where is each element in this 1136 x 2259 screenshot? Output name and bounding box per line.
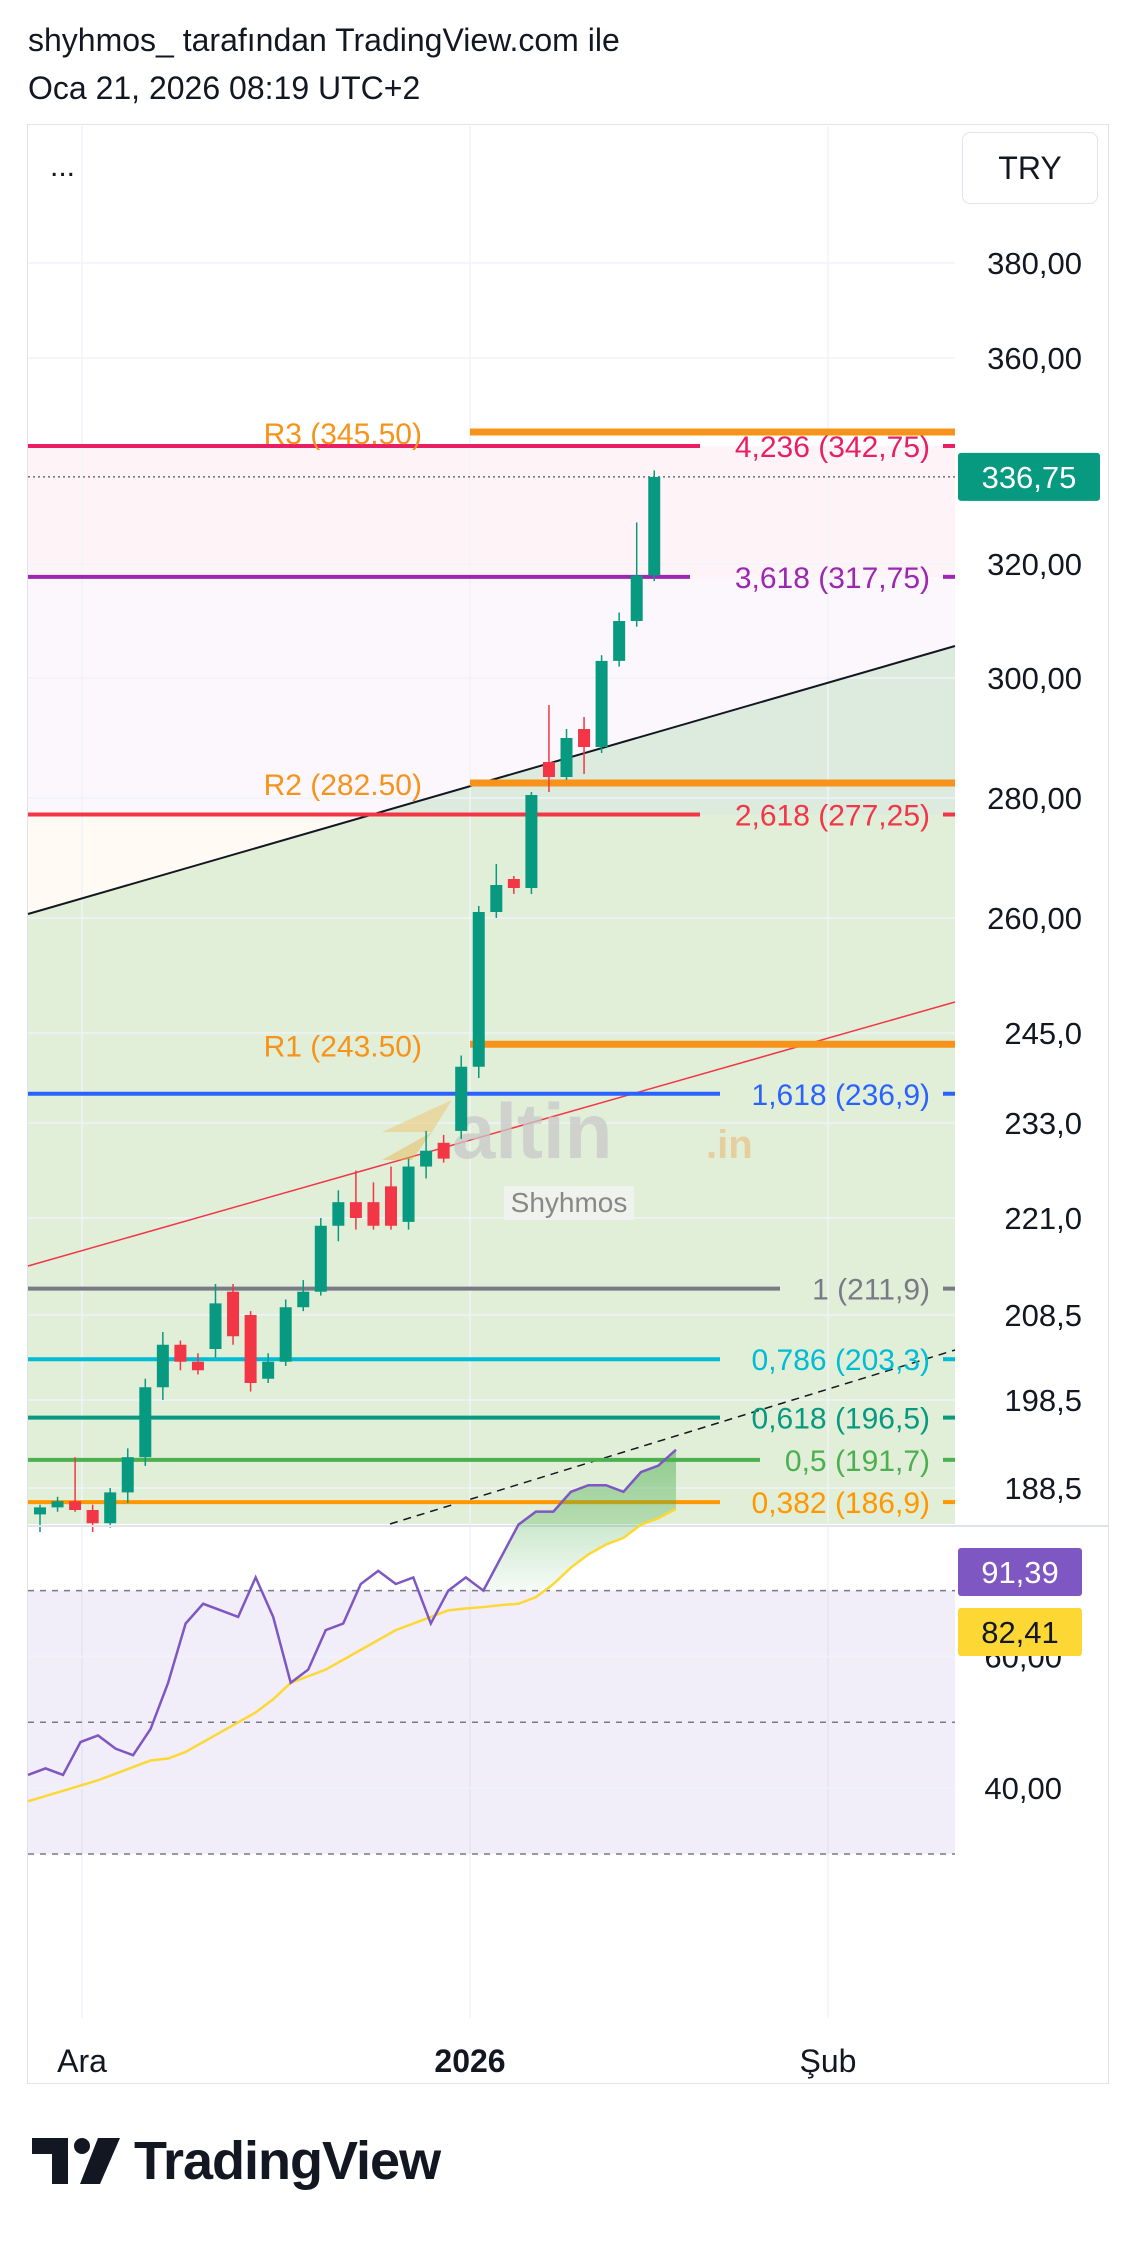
watermark-logo-icon: [382, 1100, 452, 1160]
rsi-value-label: 91,39: [981, 1555, 1059, 1590]
price-axis-label: 380,00: [987, 246, 1082, 281]
candle-body: [86, 1510, 99, 1524]
dashed-trendline: [389, 1349, 956, 1525]
price-axis-label: 300,00: [987, 661, 1082, 696]
candle-body: [332, 1202, 345, 1226]
candle-body: [578, 729, 591, 747]
price-axis-label: 188,5: [1004, 1471, 1082, 1506]
pivot-level-label: R2 (282.50): [264, 769, 422, 802]
last-price-label: 336,75: [982, 460, 1077, 495]
fib-level-label: 0,618 (196,5): [752, 1403, 930, 1436]
watermark-author: Shyhmos: [511, 1187, 628, 1218]
candle-body: [490, 885, 503, 912]
candle-body: [297, 1291, 310, 1308]
fib-level-label: 0,786 (203,3): [752, 1344, 930, 1377]
price-axis-label: 320,00: [987, 547, 1082, 582]
candle-body: [314, 1225, 327, 1292]
time-axis-label: 2026: [434, 2043, 505, 2079]
candle-body: [542, 762, 555, 777]
rsi-value-label: 82,41: [981, 1615, 1059, 1650]
candle-body: [121, 1457, 134, 1493]
price-axis-label: 208,5: [1004, 1298, 1082, 1333]
rsi-ma-line: [27, 1507, 677, 1803]
watermark-brand-suffix: .in: [706, 1123, 753, 1167]
pivot-level-label: R1 (243.50): [264, 1030, 422, 1063]
tradingview-logo-text: TradingView: [134, 2131, 441, 2191]
fib-level-label: 3,618 (317,75): [735, 562, 930, 595]
candle-body: [630, 575, 643, 621]
candle-body: [104, 1492, 117, 1524]
candle-body: [227, 1291, 240, 1337]
time-axis-label: Şub: [800, 2043, 857, 2079]
watermark-author-bg: [504, 1186, 634, 1220]
candle-body: [385, 1186, 397, 1226]
chart-container[interactable]: [27, 124, 1109, 2084]
rsi-line: [27, 1448, 677, 1777]
fib-level-label: 0,382 (186,9): [752, 1487, 930, 1520]
last-price-badge: [958, 452, 1100, 501]
candle-body: [262, 1361, 275, 1379]
candle-body: [279, 1307, 292, 1362]
candle-body: [402, 1166, 415, 1222]
candle-body: [367, 1202, 380, 1226]
time-axis-label: Ara: [57, 2043, 107, 2079]
candle-body: [51, 1501, 64, 1508]
candle-body: [560, 738, 573, 777]
candle-body: [156, 1344, 169, 1388]
tradingview-logo: TradingView: [32, 2130, 441, 2192]
candle-body: [69, 1501, 82, 1510]
candle-body: [507, 879, 520, 888]
rsi-value-badge: [958, 1548, 1082, 1596]
candle-body: [244, 1315, 257, 1383]
candle-body: [139, 1387, 152, 1458]
fib-level-label: 0,5 (191,7): [785, 1445, 930, 1478]
candle-body: [455, 1066, 468, 1131]
price-axis-label: 198,5: [1004, 1383, 1082, 1418]
price-axis-label: 360,00: [987, 341, 1082, 376]
candle-body: [420, 1150, 433, 1167]
watermark-brand: altin: [452, 1087, 612, 1175]
candle-body: [34, 1507, 46, 1515]
currency-selector[interactable]: TRY: [962, 132, 1098, 204]
rsi-value-badge: [958, 1608, 1082, 1656]
candle-body: [437, 1142, 450, 1159]
price-axis-label: 245,0: [1004, 1016, 1082, 1051]
pivot-level-label: R3 (345.50): [264, 418, 422, 451]
fib-band-top: [28, 445, 955, 577]
chart-menu-button[interactable]: ...: [50, 150, 76, 183]
price-axis-label: 260,00: [987, 901, 1082, 936]
fib-level-label: 4,236 (342,75): [735, 431, 930, 464]
candle-body: [595, 660, 608, 747]
candle-body: [648, 476, 661, 576]
rsi-band-fill: [28, 1590, 955, 1854]
candle-body: [191, 1361, 204, 1371]
price-axis-label: 233,0: [1004, 1106, 1082, 1141]
candle-body: [349, 1202, 362, 1218]
candle-body: [525, 795, 538, 888]
candle-body: [472, 912, 485, 1067]
rsi-axis-label: 40,00: [984, 1771, 1062, 1806]
fib-level-label: 1,618 (236,9): [752, 1079, 930, 1112]
fib-level-label: 2,618 (277,25): [735, 800, 930, 833]
candle-body: [613, 621, 626, 661]
fib-level-label: 1 (211,9): [812, 1274, 930, 1307]
chart-timestamp: Oca 21, 2026 08:19 UTC+2: [28, 70, 421, 106]
price-axis-label: 221,0: [1004, 1201, 1082, 1236]
rsi-overbought-fill: [465, 1449, 676, 1591]
candle-body: [174, 1344, 187, 1362]
fib-band-upper: [28, 576, 955, 815]
chart-author-line: shyhmos_ tarafından TradingView.com ile: [28, 22, 620, 58]
price-axis-label: 280,00: [987, 781, 1082, 816]
channel-fill: [28, 646, 955, 1524]
candle-body: [209, 1303, 222, 1349]
tradingview-logo-icon: [32, 2138, 120, 2184]
fib-band-lower: [28, 814, 955, 1524]
